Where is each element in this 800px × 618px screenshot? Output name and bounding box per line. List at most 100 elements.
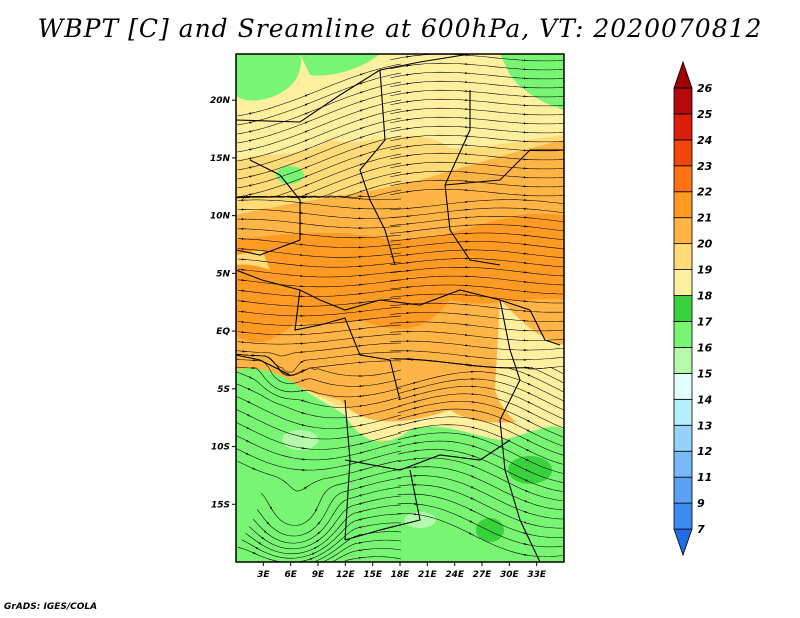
colorbar-label: 16 [697, 341, 713, 354]
border-line [444, 90, 501, 266]
streamline-arrow [470, 497, 476, 501]
streamline-arrow [317, 530, 322, 535]
streamline [398, 416, 564, 456]
streamline [390, 152, 564, 161]
streamline [237, 297, 402, 307]
colorbar-label: 26 [697, 82, 713, 95]
border-line [236, 269, 531, 311]
streamline [237, 63, 402, 117]
streamline-arrow [246, 427, 252, 431]
colorbar-label: 7 [697, 523, 705, 536]
streamline-arrow [299, 232, 305, 236]
streamline [236, 422, 402, 450]
field-16-patch-a [282, 430, 318, 450]
streamline-arrow [405, 82, 412, 85]
lon-label: 6E [284, 570, 297, 580]
streamline [237, 238, 402, 248]
streamline-arrow [523, 521, 529, 524]
streamline-arrow [304, 156, 310, 160]
streamline-arrow [300, 389, 307, 392]
lat-label: 10S [211, 443, 230, 453]
lat-label: 5S [217, 385, 230, 395]
colorbar-box [673, 424, 693, 452]
lon-label: 18E [391, 570, 411, 580]
streamline-arrow [405, 230, 412, 233]
streamline [237, 99, 402, 153]
colorbar-label: 25 [697, 108, 713, 121]
streamline [397, 393, 564, 429]
streamline-arrow [405, 154, 412, 157]
colorbar-label: 11 [697, 471, 712, 484]
streamline-arrow [255, 547, 261, 551]
streamline-arrow [248, 139, 254, 142]
streamline-arrow [526, 410, 532, 414]
streamline-arrow [526, 439, 532, 443]
border-line [444, 149, 564, 186]
streamline-arrow [358, 336, 364, 339]
streamline [237, 144, 402, 197]
lat-label: 20N [210, 96, 231, 106]
streamline-arrow [304, 147, 310, 151]
streamline-arrow [300, 379, 307, 382]
streamline-arrow [357, 344, 364, 347]
streamline-arrow [245, 440, 251, 443]
colorbar-box [673, 243, 693, 270]
field-17-north [300, 54, 380, 76]
streamline-arrow [260, 536, 266, 541]
streamline [236, 371, 402, 408]
streamline-arrow [358, 327, 364, 330]
streamline-arrow [304, 129, 310, 133]
streamline [237, 218, 402, 229]
border-line [344, 399, 351, 541]
colorbar-label: 14 [697, 393, 712, 406]
streamline [390, 199, 564, 210]
colorbar-label: 12 [697, 445, 713, 458]
streamline [237, 269, 402, 278]
streamline [390, 284, 564, 295]
streamline-arrow [405, 109, 412, 112]
streamline-arrow [240, 300, 247, 303]
colorbar-label: 9 [697, 497, 705, 510]
streamline-arrow [526, 420, 532, 423]
streamline-arrow [304, 183, 310, 187]
streamline-arrow [359, 477, 365, 480]
streamline [237, 228, 402, 239]
streamline-arrow [248, 157, 254, 160]
colorbar: 7 9 11 12 13 14 15 16 17 18 19 20 21 22 23 24 25 26 [673, 60, 713, 557]
colorbar-box [673, 217, 693, 245]
streamline [390, 312, 564, 322]
colorbar-box [673, 139, 693, 167]
streamline [236, 396, 402, 429]
streamline-arrow [405, 163, 412, 166]
streamline-arrow [358, 526, 364, 529]
streamline-arrow [413, 441, 419, 445]
colorbar-box [673, 372, 693, 400]
streamlines [236, 54, 564, 562]
lat-label: 10N [210, 212, 231, 222]
streamline [390, 62, 564, 71]
streamline-arrow [413, 457, 419, 461]
streamline-arrow [359, 73, 365, 76]
streamline [398, 424, 564, 465]
streamline-arrow [405, 118, 412, 121]
streamline-arrow [248, 193, 254, 196]
streamline-arrow [413, 513, 419, 516]
streamline [236, 435, 402, 461]
streamline-arrow [405, 238, 412, 241]
streamline [236, 366, 402, 398]
streamline-arrow [299, 222, 305, 225]
streamline-arrow [469, 509, 475, 512]
streamline [236, 409, 402, 440]
streamline-arrow [358, 485, 365, 489]
colorbar-label: 20 [697, 238, 713, 251]
streamline-arrow [412, 387, 418, 391]
streamline-arrow [299, 211, 305, 215]
streamline-arrow [405, 73, 412, 76]
streamline-arrow [359, 460, 365, 463]
streamline-arrow [358, 394, 365, 398]
streamline [237, 324, 402, 336]
streamline-arrow [263, 530, 269, 535]
streamline-arrow [304, 165, 310, 169]
streamline-arrow [468, 532, 474, 536]
streamline-arrow [359, 468, 365, 472]
